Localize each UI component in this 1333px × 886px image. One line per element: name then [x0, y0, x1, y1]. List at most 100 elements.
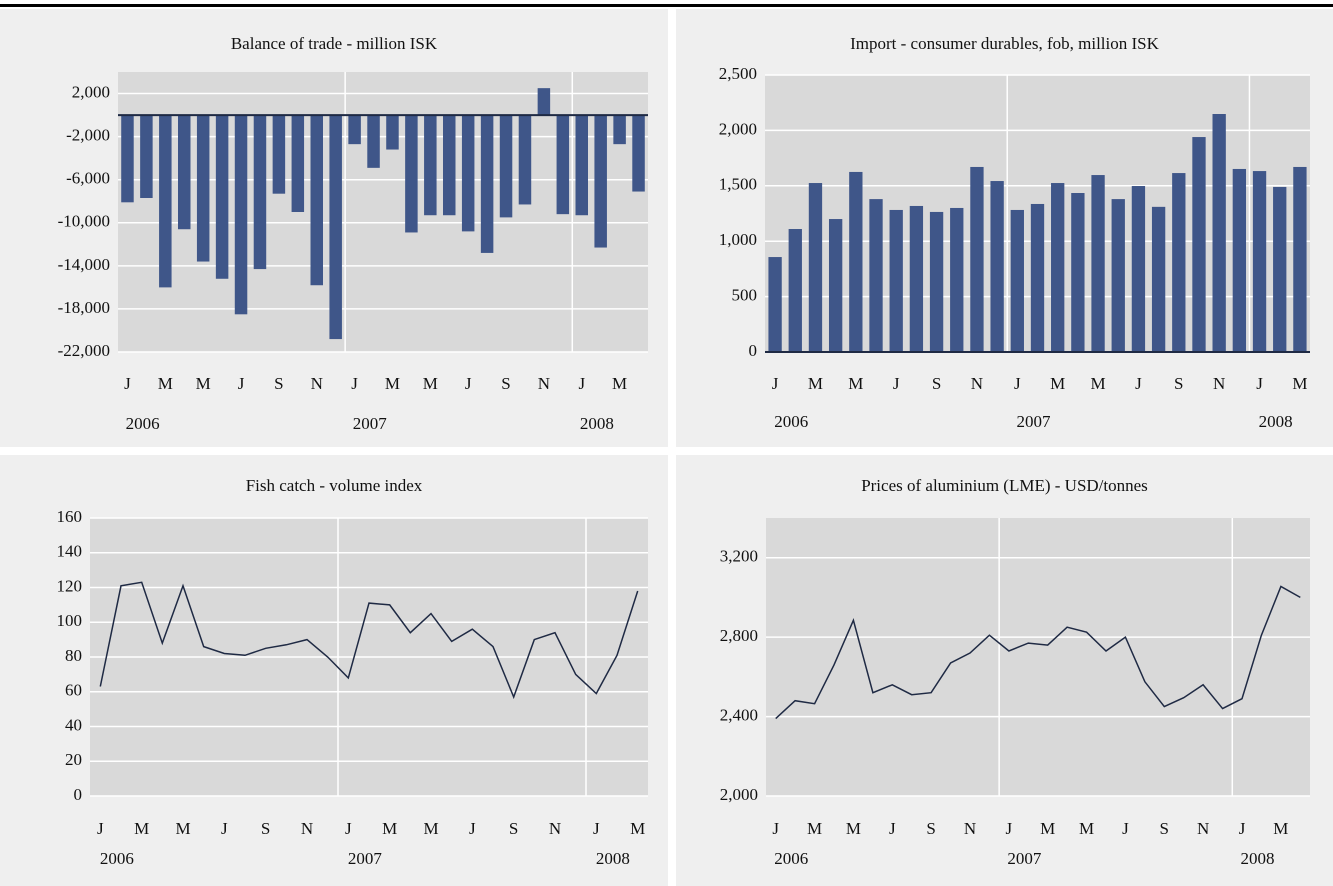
year-label: 2008 [1259, 412, 1293, 431]
y-tick-label: -2,000 [66, 126, 110, 145]
bar [632, 115, 645, 192]
bar [1091, 175, 1105, 352]
y-tick-label: 1,000 [719, 230, 757, 249]
y-tick-label: -18,000 [58, 298, 110, 317]
x-tick-label: J [889, 819, 896, 838]
bar [889, 209, 903, 352]
x-tick-label: J [1135, 374, 1142, 393]
bar [613, 115, 626, 145]
y-tick-label: 2,800 [720, 626, 758, 645]
x-tick-label: M [807, 819, 822, 838]
x-tick-label: S [1160, 819, 1169, 838]
x-tick-label: N [1213, 374, 1225, 393]
x-tick-label: M [158, 374, 173, 393]
year-label: 2008 [580, 414, 614, 433]
bar [869, 199, 883, 352]
x-tick-label: J [1006, 819, 1013, 838]
x-tick-label: N [538, 374, 550, 393]
x-tick-label: J [351, 374, 358, 393]
bar [1232, 168, 1247, 352]
x-tick-label: J [772, 374, 779, 393]
plot-area [766, 518, 1310, 796]
bar [1030, 203, 1045, 352]
bar [929, 211, 944, 352]
year-label: 2006 [774, 849, 808, 868]
bar [367, 115, 380, 168]
bar [310, 115, 323, 286]
bar [808, 183, 823, 352]
bar [253, 115, 267, 270]
year-label: 2006 [774, 412, 808, 431]
x-tick-label: N [549, 819, 561, 838]
bar [234, 115, 248, 315]
x-tick-label: J [97, 819, 104, 838]
y-tick-label: 100 [57, 611, 83, 630]
bar [461, 115, 475, 232]
x-tick-label: S [509, 819, 518, 838]
bar [1131, 186, 1146, 352]
bar [1051, 183, 1065, 352]
x-tick-label: J [1014, 374, 1021, 393]
x-tick-label: N [311, 374, 323, 393]
x-tick-label: M [1040, 819, 1055, 838]
year-label: 2008 [596, 849, 630, 868]
chart-title: Balance of trade - million ISK [231, 34, 438, 53]
x-tick-label: M [1090, 374, 1105, 393]
y-tick-label: 120 [57, 576, 83, 595]
year-label: 2007 [1016, 412, 1051, 431]
y-tick-label: -10,000 [58, 212, 110, 231]
x-tick-label: J [238, 374, 245, 393]
y-tick-label: -14,000 [58, 255, 110, 274]
y-tick-label: 20 [65, 750, 82, 769]
y-tick-label: 1,500 [719, 175, 757, 194]
y-tick-label: 0 [74, 785, 83, 804]
x-tick-label: J [1239, 819, 1246, 838]
x-tick-label: J [578, 374, 585, 393]
bar [970, 166, 984, 352]
x-tick-label: M [1079, 819, 1094, 838]
bar [140, 115, 153, 198]
bar [556, 115, 570, 215]
year-label: 2006 [100, 849, 134, 868]
bar [1273, 186, 1287, 352]
bar [386, 115, 399, 150]
bar [178, 115, 191, 230]
y-tick-label: 0 [749, 341, 758, 360]
x-tick-label: J [345, 819, 352, 838]
bar [1071, 193, 1085, 352]
x-tick-label: M [630, 819, 645, 838]
y-tick-label: 2,000 [72, 82, 110, 101]
x-tick-label: M [382, 819, 397, 838]
x-tick-label: M [423, 374, 438, 393]
y-tick-label: 2,000 [720, 785, 758, 804]
x-tick-label: N [301, 819, 313, 838]
x-tick-label: J [1256, 374, 1263, 393]
bar [443, 115, 456, 216]
bar [1010, 209, 1024, 352]
bar [950, 207, 964, 352]
y-tick-label: 2,400 [720, 705, 758, 724]
year-label: 2006 [126, 414, 160, 433]
bar [768, 257, 782, 352]
bar [1212, 114, 1226, 352]
chart-title: Import - consumer durables, fob, million… [850, 34, 1160, 53]
x-tick-label: J [593, 819, 600, 838]
x-tick-label: M [808, 374, 823, 393]
year-label: 2007 [1007, 849, 1042, 868]
year-label: 2007 [348, 849, 383, 868]
bar [594, 115, 607, 248]
x-tick-label: M [423, 819, 438, 838]
x-tick-label: M [848, 374, 863, 393]
x-tick-label: M [846, 819, 861, 838]
x-tick-label: J [124, 374, 131, 393]
y-tick-label: -6,000 [66, 169, 110, 188]
bar [1192, 137, 1206, 352]
y-tick-label: -22,000 [58, 341, 110, 360]
x-tick-label: S [932, 374, 941, 393]
x-tick-label: S [261, 819, 270, 838]
bar [159, 115, 172, 288]
x-tick-label: J [1122, 819, 1129, 838]
bar [518, 115, 532, 205]
